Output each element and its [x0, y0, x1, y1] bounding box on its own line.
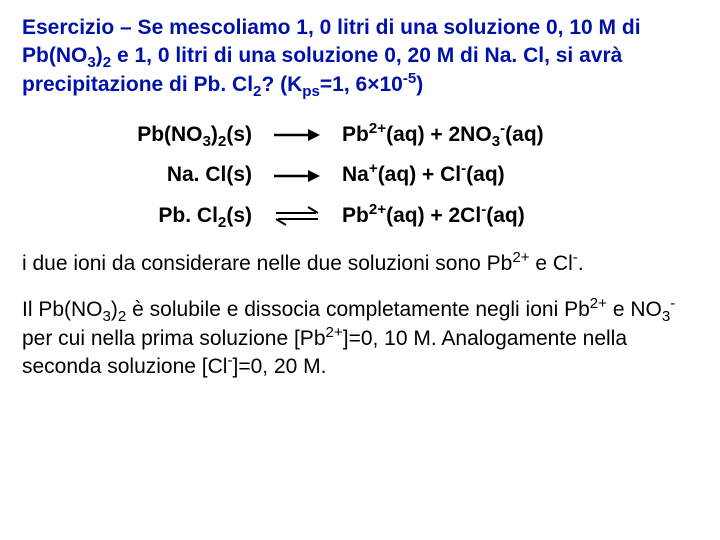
equation-row: Pb. Cl2(s) Pb2+(aq) + 2Cl-(aq) [22, 202, 698, 230]
equation-lhs: Pb. Cl2(s) [22, 202, 270, 230]
equation-row: Na. Cl(s) Na+(aq) + Cl-(aq) [22, 161, 698, 189]
equation-block: Pb(NO3)2(s) Pb2+(aq) + 2NO3-(aq) Na. Cl(… [22, 121, 698, 230]
equation-rhs: Pb2+(aq) + 2Cl-(aq) [324, 202, 698, 230]
equation-rhs: Na+(aq) + Cl-(aq) [324, 161, 698, 189]
equation-lhs: Pb(NO3)2(s) [22, 121, 270, 149]
slide-page: Esercizio – Se mescoliamo 1, 0 litri di … [0, 0, 720, 403]
body-paragraph: i due ioni da considerare nelle due solu… [22, 250, 698, 278]
body-paragraph: Il Pb(NO3)2 è solubile e dissocia comple… [22, 296, 698, 381]
arrow-forward-icon [270, 121, 324, 149]
problem-statement: Esercizio – Se mescoliamo 1, 0 litri di … [22, 14, 698, 99]
arrow-equilibrium-icon [270, 202, 324, 230]
equation-row: Pb(NO3)2(s) Pb2+(aq) + 2NO3-(aq) [22, 121, 698, 149]
arrow-forward-icon [270, 161, 324, 189]
equation-rhs: Pb2+(aq) + 2NO3-(aq) [324, 121, 698, 149]
equation-lhs: Na. Cl(s) [22, 161, 270, 189]
